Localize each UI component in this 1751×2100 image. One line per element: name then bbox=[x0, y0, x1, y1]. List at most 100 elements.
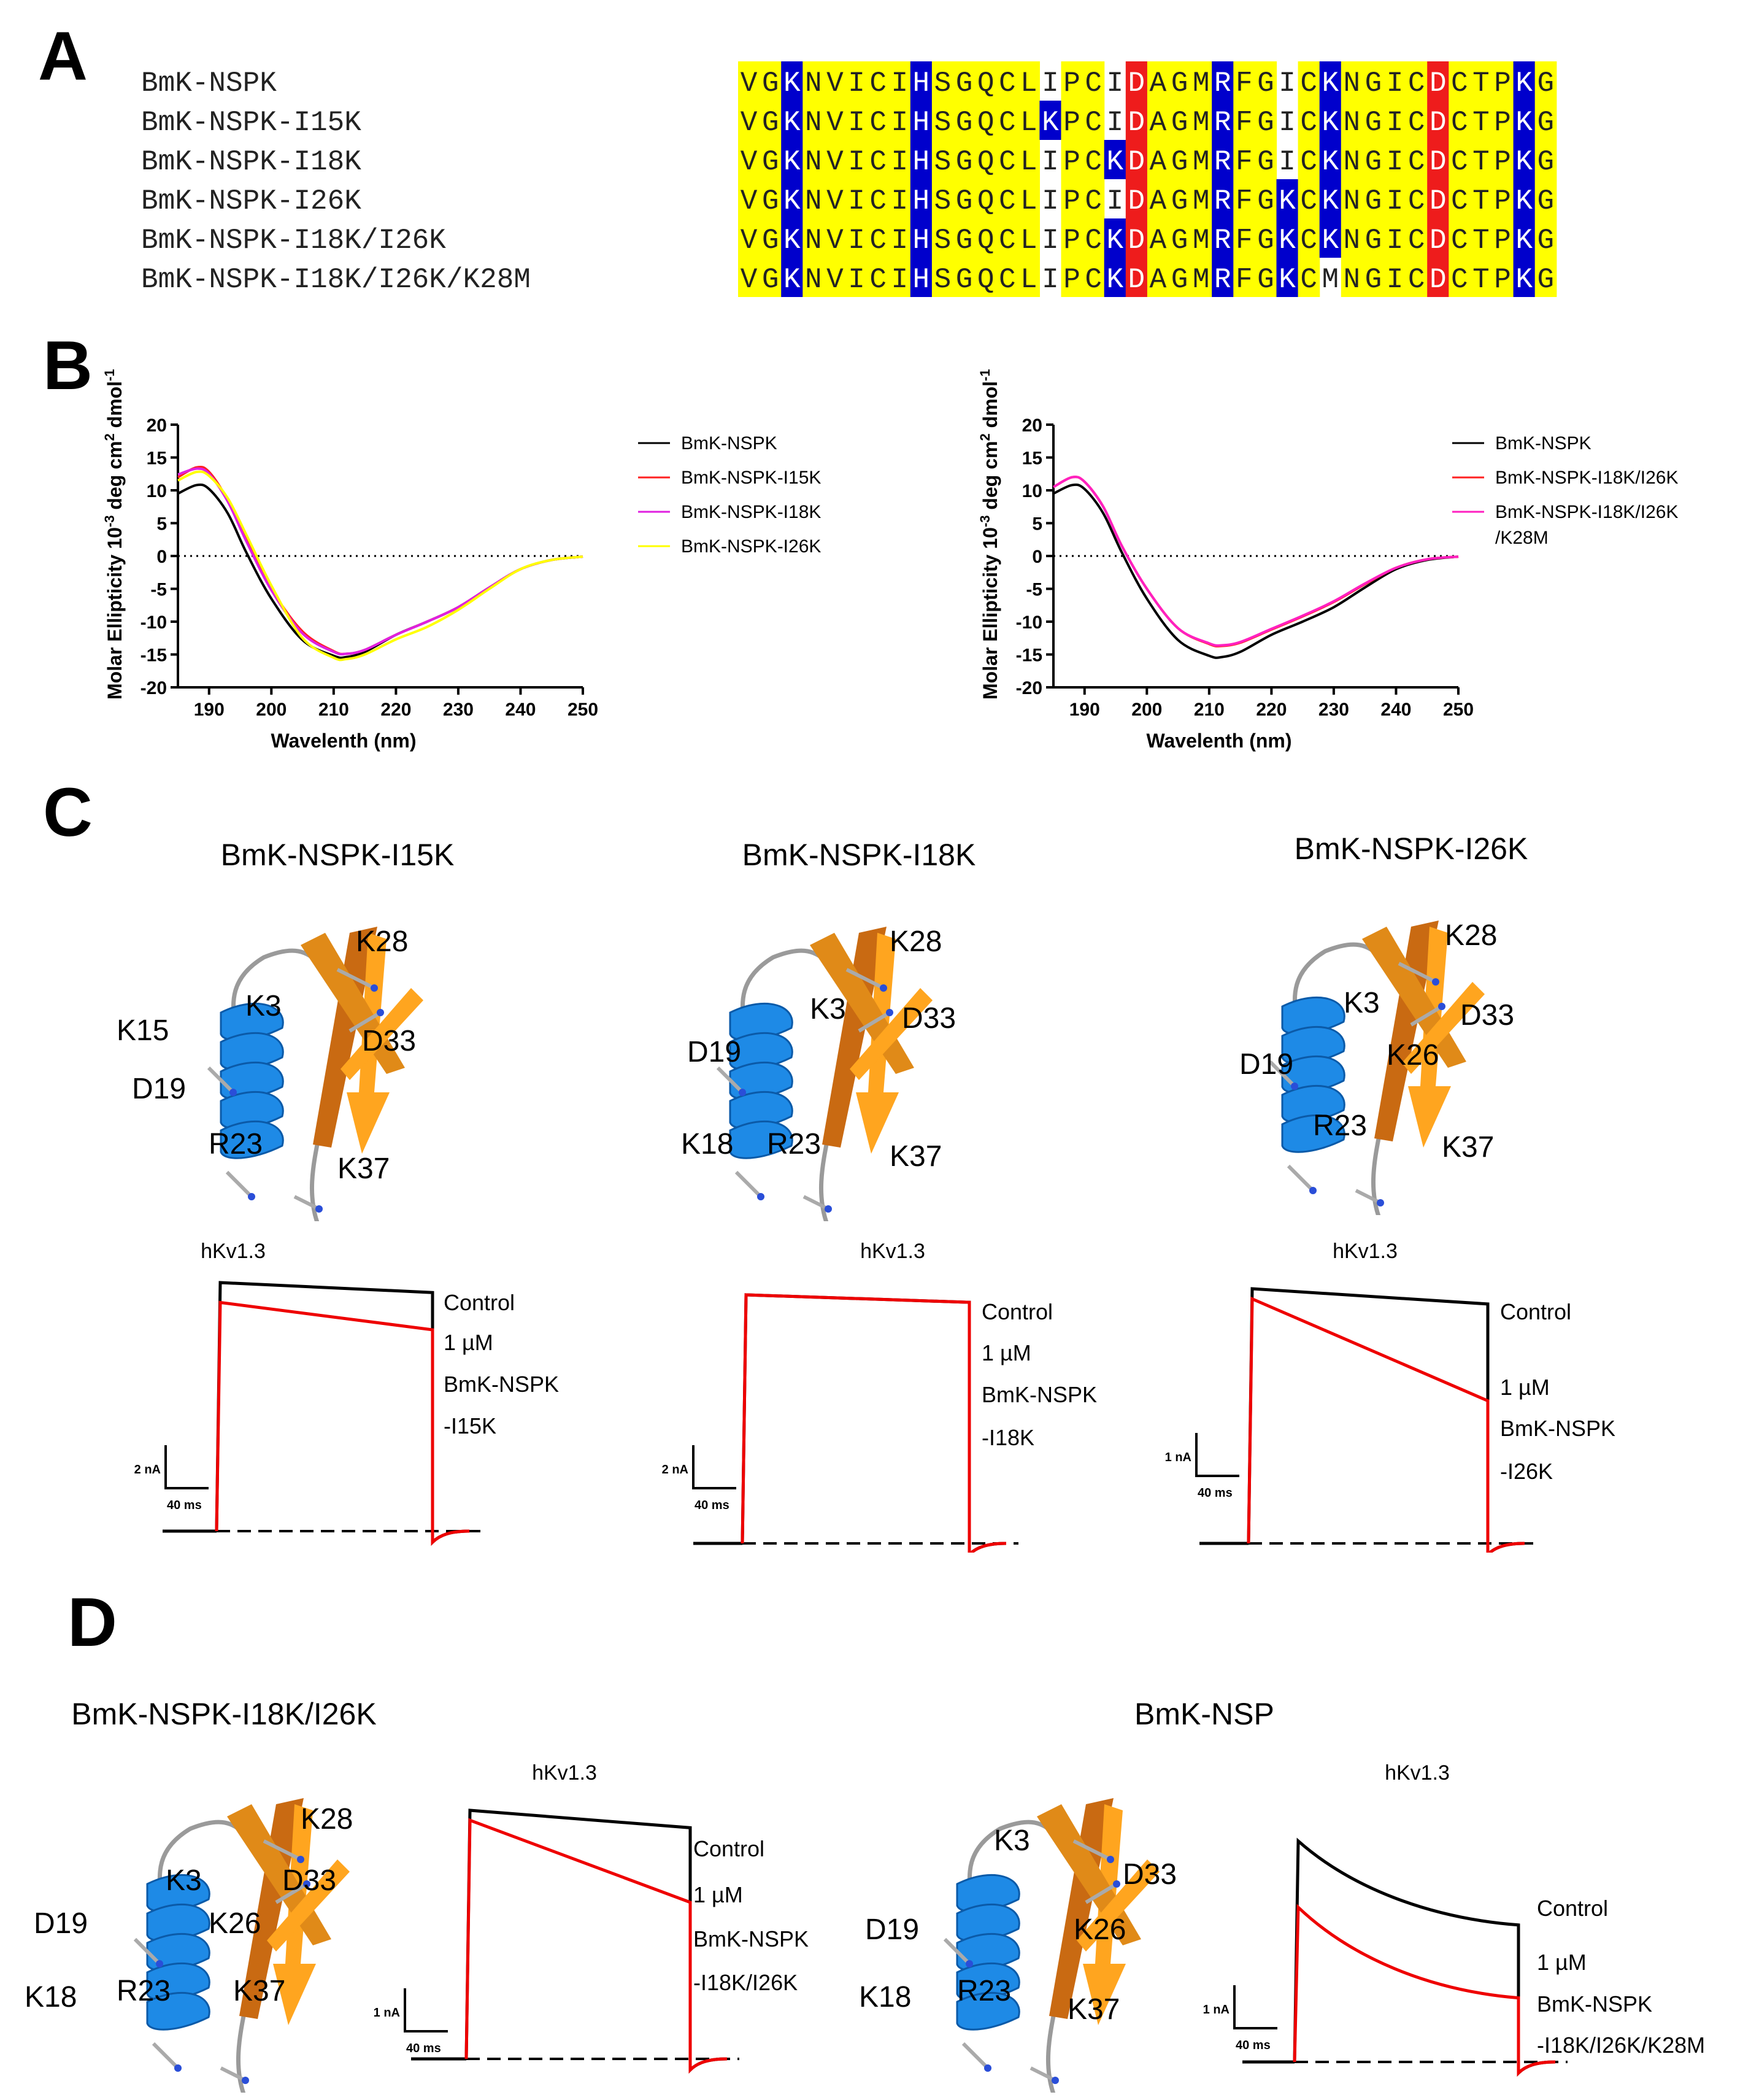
residue-cell bbox=[1169, 218, 1191, 258]
residue-letter: T bbox=[1472, 146, 1490, 178]
residue-cell bbox=[1406, 258, 1428, 297]
residue-cell bbox=[1362, 179, 1385, 218]
residue-letter: G bbox=[1365, 146, 1382, 178]
residue-letter: K bbox=[1322, 225, 1339, 257]
series-line bbox=[177, 483, 583, 659]
side-chain-atom bbox=[1438, 1003, 1445, 1010]
residue-letter: D bbox=[1430, 146, 1447, 178]
side-chain bbox=[152, 2042, 180, 2070]
trace-label: 1 µM bbox=[693, 1882, 743, 1907]
residue-cell bbox=[1449, 61, 1471, 101]
residue-cell bbox=[1212, 140, 1234, 179]
residue-cell bbox=[1470, 179, 1493, 218]
y-tick-label: -20 bbox=[140, 678, 167, 698]
residue-letter: H bbox=[913, 107, 930, 139]
residue-letter: P bbox=[1494, 146, 1511, 178]
residue-letter: C bbox=[869, 264, 887, 296]
residue-cell bbox=[953, 218, 976, 258]
current-trace bbox=[464, 1818, 728, 2074]
y-tick-label: 10 bbox=[1022, 481, 1042, 501]
residue-cell bbox=[1362, 258, 1385, 297]
residue-letter: G bbox=[1365, 225, 1382, 257]
residue-cell bbox=[996, 258, 1018, 297]
residue-letter: Q bbox=[977, 264, 995, 296]
scale-time: 40 ms bbox=[1236, 2039, 1271, 2052]
residue-cell bbox=[1406, 140, 1428, 179]
residue-letter: C bbox=[999, 107, 1016, 139]
residue-cell bbox=[1319, 140, 1342, 179]
residue-cell bbox=[1298, 140, 1320, 179]
residue-cell bbox=[1513, 218, 1536, 258]
residue-cell bbox=[1491, 258, 1514, 297]
residue-cell bbox=[1255, 179, 1277, 218]
residue-letter: I bbox=[848, 185, 865, 217]
residue-letter: M bbox=[1193, 107, 1210, 139]
residue-letter: N bbox=[1344, 225, 1361, 257]
scale-time: 40 ms bbox=[406, 2042, 441, 2055]
residue-letter: Q bbox=[977, 146, 995, 178]
residue-cell bbox=[845, 61, 868, 101]
residue-letter: C bbox=[1451, 146, 1468, 178]
residue-letter: K bbox=[1515, 146, 1533, 178]
legend-label: BmK-NSPK-I18K/I26K bbox=[1495, 502, 1678, 522]
residue-letter: Q bbox=[977, 225, 995, 257]
trace-label: 1 µM bbox=[1537, 1950, 1587, 1975]
side-chain bbox=[1355, 1189, 1382, 1205]
residue-letter: C bbox=[999, 264, 1016, 296]
residue-letter: S bbox=[934, 146, 952, 178]
residue-letter: P bbox=[1494, 68, 1511, 99]
residue-cell bbox=[953, 61, 976, 101]
y-tick-label: -15 bbox=[1016, 646, 1042, 666]
side-chain-atom bbox=[825, 1205, 832, 1213]
residue-cell bbox=[867, 179, 890, 218]
trace-label: Control bbox=[1537, 1896, 1608, 1921]
residue-label: K26 bbox=[209, 1907, 261, 1940]
residue-cell bbox=[1190, 140, 1212, 179]
residue-cell bbox=[1427, 179, 1449, 218]
coil bbox=[1046, 2006, 1058, 2093]
residue-cell bbox=[931, 258, 954, 297]
y-tick-label: 0 bbox=[1032, 547, 1042, 567]
residue-cell bbox=[781, 179, 803, 218]
residue-cell bbox=[996, 218, 1018, 258]
residue-cell bbox=[953, 258, 976, 297]
trace-label: -I18K/I26K bbox=[693, 1970, 798, 1995]
residue-label: K37 bbox=[233, 1975, 285, 2007]
residue-letter: I bbox=[1387, 225, 1404, 257]
structure-title: BmK-NSPK-I18K bbox=[742, 838, 976, 872]
residue-letter: G bbox=[1171, 264, 1188, 296]
y-tick-label: 20 bbox=[1022, 415, 1042, 436]
side-chain-atom bbox=[242, 2077, 249, 2084]
x-tick-label: 190 bbox=[194, 700, 225, 720]
residue-cell bbox=[975, 140, 997, 179]
residue-letter: V bbox=[741, 264, 758, 296]
ribbon-model bbox=[1268, 921, 1485, 1215]
scale-time: 40 ms bbox=[167, 1499, 202, 1512]
trace-label: 1 µM bbox=[982, 1340, 1031, 1365]
residue-letter: G bbox=[956, 146, 973, 178]
residue-letter: I bbox=[1106, 68, 1123, 99]
residue-letter: I bbox=[891, 68, 908, 99]
residue-letter: I bbox=[891, 225, 908, 257]
side-chain-atom bbox=[297, 1856, 304, 1863]
residue-letter: N bbox=[1344, 185, 1361, 217]
residue-cell bbox=[1384, 218, 1406, 258]
residue-cell bbox=[1104, 218, 1126, 258]
side-chain bbox=[225, 1170, 253, 1199]
helix-turn bbox=[729, 1120, 793, 1159]
residue-label: D33 bbox=[902, 1002, 956, 1035]
residue-letter: S bbox=[934, 185, 952, 217]
residue-letter: C bbox=[1408, 264, 1425, 296]
coil bbox=[236, 2006, 248, 2093]
residue-letter: C bbox=[869, 107, 887, 139]
legend-label: BmK-NSPK-I26K bbox=[681, 536, 821, 557]
trace-label: BmK-NSPK bbox=[444, 1372, 559, 1397]
residue-cell bbox=[1147, 179, 1169, 218]
residue-cell bbox=[975, 101, 997, 140]
residue-cell bbox=[1255, 101, 1277, 140]
residue-letter: G bbox=[762, 264, 779, 296]
residue-label: K18 bbox=[859, 1981, 911, 2013]
residue-cell bbox=[1125, 140, 1148, 179]
residue-cell bbox=[824, 258, 847, 297]
residue-letter: R bbox=[1214, 107, 1231, 139]
